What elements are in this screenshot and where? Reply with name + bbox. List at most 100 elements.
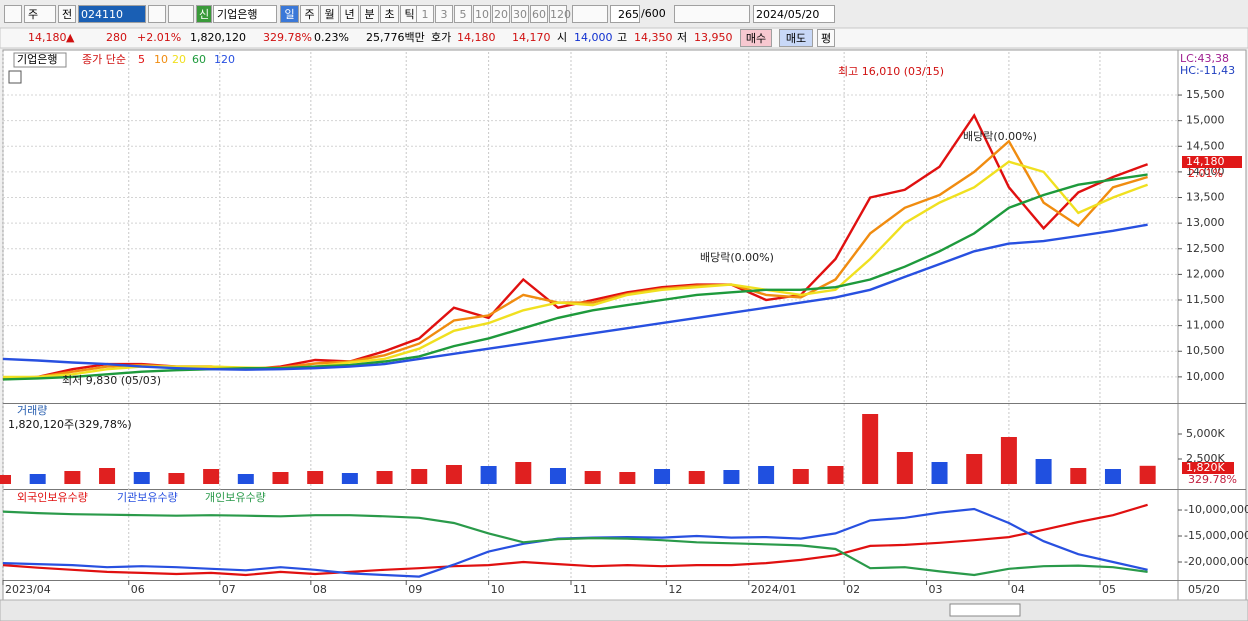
unit-button[interactable]: 일 — [280, 5, 299, 23]
x-tick-label: 06 — [131, 583, 145, 596]
tool-buttons[interactable] — [674, 5, 750, 23]
quote-pct: +2.01% — [137, 31, 182, 44]
prev-button[interactable]: 전 — [58, 5, 76, 23]
volume-bar — [896, 452, 913, 484]
volume-bar — [307, 471, 324, 484]
legend-prefix: 종가 단순 — [82, 53, 126, 66]
unit-button[interactable]: 년 — [340, 5, 359, 23]
legend-stock: 기업은행 — [17, 53, 57, 66]
volume-bar — [376, 471, 393, 484]
period-select[interactable]: 주 — [24, 5, 56, 23]
volume-bar — [688, 471, 705, 484]
period-button[interactable]: 30 — [511, 5, 529, 23]
code-input[interactable]: 024110 — [78, 5, 146, 23]
annotation: 최고 16,010 (03/15) — [838, 65, 944, 78]
y-tick-label: 10,500 — [1186, 344, 1225, 357]
period-button[interactable]: 120 — [549, 5, 571, 23]
series-line — [3, 160, 1149, 379]
price-tag: 14,180 — [1186, 155, 1225, 168]
pct-tag: 2.01% — [1188, 167, 1223, 180]
quote-change: 280 — [106, 31, 127, 44]
quote-ask: 14,180 — [457, 31, 496, 44]
quote-low-label: 저 — [677, 31, 688, 44]
annotation: 최저 9,830 (05/03) — [62, 374, 161, 387]
y-tick-label: 13,000 — [1186, 216, 1225, 229]
quote-price: 14,180 — [28, 31, 67, 44]
series-line — [2, 510, 1148, 577]
quote-bg — [0, 27, 1248, 49]
date: 2024/05/20 — [753, 5, 835, 23]
unit-button[interactable]: 초 — [380, 5, 399, 23]
search-button[interactable] — [148, 5, 166, 23]
quote-vol-ratio: 329.78% — [263, 31, 312, 44]
y-tick-label: 5,000K — [1186, 427, 1225, 440]
y-tick-label: -20,000,000 — [1184, 555, 1248, 568]
volume-bar — [445, 465, 462, 484]
period-button[interactable]: 60 — [530, 5, 548, 23]
new-badge: 신 — [196, 5, 212, 23]
y-tick-label: 10,000 — [1186, 370, 1225, 383]
volume-bar — [411, 469, 428, 484]
volume-bar — [1104, 469, 1121, 484]
quote-turnover: 0.23% — [314, 31, 349, 44]
volume-bar — [549, 468, 566, 484]
y-tick-label: 11,000 — [1186, 319, 1225, 332]
period-dropdown[interactable] — [572, 5, 608, 23]
volume-bar — [99, 468, 116, 484]
sell-button[interactable]: 매도 — [779, 29, 813, 47]
sound-button[interactable] — [168, 5, 194, 23]
volume-bar — [862, 414, 879, 484]
volume-bar — [827, 466, 844, 484]
period-button[interactable]: 10 — [473, 5, 491, 23]
panel-title: 거래량 — [17, 404, 47, 417]
volume-pct: 329.78% — [1188, 473, 1237, 486]
quote-low: 13,950 — [694, 31, 733, 44]
legend-entry: 개인보유수량 — [205, 491, 266, 504]
volume-bar — [584, 471, 601, 484]
series-line — [2, 223, 1148, 371]
legend-entry: 외국인보유수량 — [17, 491, 88, 504]
y-tick-label: 15,500 — [1186, 88, 1225, 101]
volume-bar — [654, 469, 671, 484]
unit-button[interactable]: 주 — [300, 5, 319, 23]
x-tick-label: 10 — [491, 583, 505, 596]
x-tick-label: 07 — [222, 583, 236, 596]
x-tick-label: 2024/01 — [751, 583, 797, 596]
volume-bar — [1035, 459, 1052, 484]
volume-tag-bg — [1182, 462, 1234, 474]
volume-tag: 1,820K — [1186, 461, 1225, 474]
quote-amount: 25,776백만 — [366, 31, 425, 44]
volume-bar — [1000, 437, 1017, 484]
y-tick-label: 14,500 — [1186, 139, 1225, 152]
y-tick-label: 2,500K — [1186, 452, 1225, 465]
quote-high-label: 고 — [617, 31, 628, 44]
scroll-bg — [0, 599, 1248, 621]
period-button[interactable]: 20 — [492, 5, 510, 23]
count: 265 — [610, 5, 640, 23]
period-button[interactable]: 1 — [416, 5, 434, 23]
volume-bar — [1070, 468, 1087, 484]
volume-bar — [758, 466, 775, 484]
quote-open: 14,000 — [574, 31, 613, 44]
volume-bar — [619, 472, 636, 484]
unit-button[interactable]: 분 — [360, 5, 379, 23]
corner-label: LC:43,38 — [1180, 52, 1229, 65]
eval-button[interactable]: 평 — [817, 29, 835, 47]
unit-button[interactable]: 월 — [320, 5, 339, 23]
period-button[interactable]: 5 — [454, 5, 472, 23]
volume-bar — [1139, 465, 1156, 484]
period-button[interactable]: 3 — [435, 5, 453, 23]
volume-bar — [480, 466, 497, 484]
x-tick-label: 08 — [313, 583, 327, 596]
y-tick-label: 11,500 — [1186, 293, 1225, 306]
x-tick-label: 04 — [1011, 583, 1025, 596]
x-tick-label: 09 — [408, 583, 422, 596]
buy-button[interactable]: 매수 — [740, 29, 772, 47]
menu-icon[interactable] — [4, 5, 22, 23]
quote-ask-label: 호가 — [431, 31, 452, 44]
x-end-label: 05/20 — [1188, 583, 1220, 596]
volume-bar — [272, 472, 289, 484]
volume-bar — [64, 471, 81, 484]
legend-entry: 20 — [172, 53, 186, 66]
